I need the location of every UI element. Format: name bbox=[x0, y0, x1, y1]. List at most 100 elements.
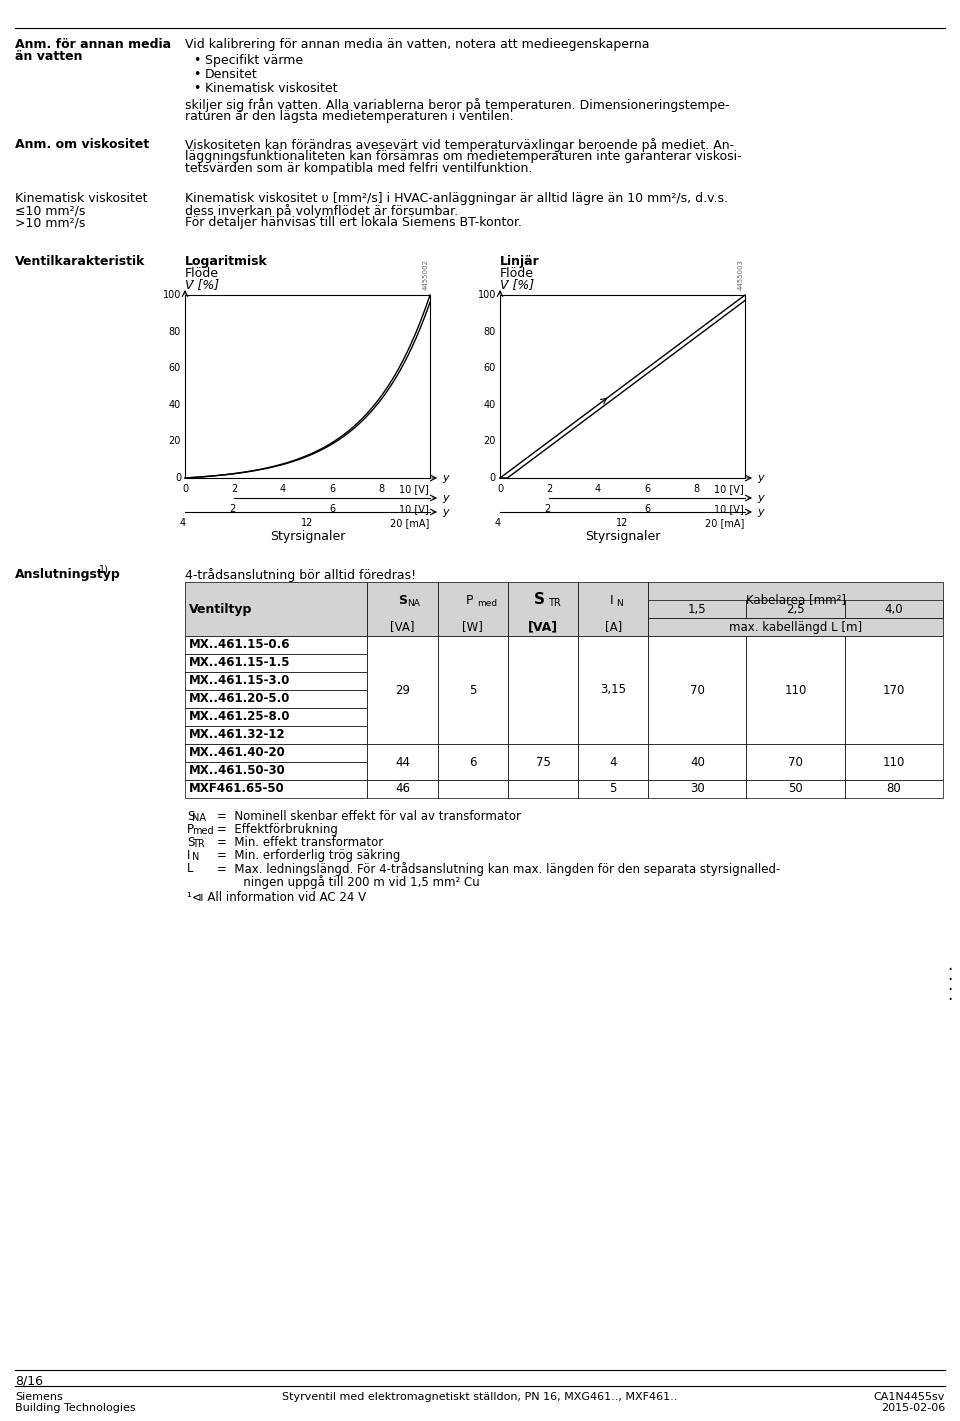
Text: =  Max. ledningslängd. För 4-trådsanslutning kan max. längden för den separata s: = Max. ledningslängd. För 4-trådsanslutn… bbox=[217, 863, 780, 875]
Text: 10 [V]: 10 [V] bbox=[714, 485, 744, 495]
Bar bbox=[747, 600, 845, 618]
Text: 44: 44 bbox=[396, 756, 410, 769]
Text: 40: 40 bbox=[690, 756, 705, 769]
Text: För detaljer hänvisas till ert lokala Siemens BT-kontor.: För detaljer hänvisas till ert lokala Si… bbox=[185, 216, 522, 229]
Bar bbox=[747, 745, 845, 780]
Text: 100: 100 bbox=[478, 290, 496, 300]
Bar bbox=[438, 637, 508, 745]
Text: 40: 40 bbox=[484, 399, 496, 409]
Text: 2,5: 2,5 bbox=[786, 603, 804, 615]
Text: TR: TR bbox=[548, 598, 561, 608]
Text: 3,15: 3,15 bbox=[600, 684, 626, 696]
Text: 60: 60 bbox=[169, 364, 181, 374]
Bar bbox=[185, 583, 368, 637]
Bar bbox=[185, 654, 368, 672]
Text: dess inverkan på volymflödet är försumbar.: dess inverkan på volymflödet är försumba… bbox=[185, 205, 458, 217]
Text: 110: 110 bbox=[882, 756, 905, 769]
Bar bbox=[500, 296, 745, 477]
Text: MX..461.50-30: MX..461.50-30 bbox=[189, 764, 286, 777]
Text: P: P bbox=[187, 823, 194, 836]
Text: [W]: [W] bbox=[463, 621, 483, 634]
Text: 6: 6 bbox=[329, 485, 335, 495]
Text: ·: · bbox=[948, 971, 952, 989]
Text: ≤10 mm²/s: ≤10 mm²/s bbox=[15, 205, 85, 217]
Text: 70: 70 bbox=[788, 756, 804, 769]
Bar bbox=[185, 762, 368, 780]
Text: 5: 5 bbox=[610, 783, 617, 796]
Text: 6: 6 bbox=[644, 485, 650, 495]
Text: •: • bbox=[193, 82, 201, 95]
Bar bbox=[368, 583, 438, 637]
Text: 4: 4 bbox=[180, 519, 186, 529]
Bar bbox=[438, 780, 508, 799]
Text: Specifikt värme: Specifikt värme bbox=[205, 54, 303, 67]
Text: TR: TR bbox=[192, 838, 204, 848]
Text: 6: 6 bbox=[329, 504, 335, 514]
Text: Styrsignaler: Styrsignaler bbox=[270, 530, 346, 543]
Text: Flöde: Flöde bbox=[185, 267, 219, 280]
Text: [VA]: [VA] bbox=[528, 621, 558, 634]
Bar bbox=[185, 296, 430, 477]
Text: V̇ [%]: V̇ [%] bbox=[185, 279, 219, 291]
Text: 10 [V]: 10 [V] bbox=[714, 504, 744, 514]
Bar bbox=[845, 637, 943, 745]
Text: 2: 2 bbox=[228, 504, 235, 514]
Text: 2015-02-06: 2015-02-06 bbox=[880, 1403, 945, 1412]
Text: 4: 4 bbox=[495, 519, 501, 529]
Text: 80: 80 bbox=[484, 327, 496, 337]
Bar bbox=[648, 600, 747, 618]
Text: y: y bbox=[442, 493, 448, 503]
Text: I: I bbox=[610, 594, 612, 607]
Bar bbox=[185, 637, 368, 654]
Text: 29: 29 bbox=[396, 684, 410, 696]
Text: 40: 40 bbox=[169, 399, 181, 409]
Text: 100: 100 bbox=[162, 290, 181, 300]
Text: Linjär: Linjär bbox=[500, 254, 540, 269]
Text: P: P bbox=[466, 594, 473, 607]
Text: 70: 70 bbox=[690, 684, 705, 696]
Text: MX..461.15-1.5: MX..461.15-1.5 bbox=[189, 657, 291, 669]
Bar bbox=[438, 583, 508, 637]
Bar bbox=[845, 745, 943, 780]
Text: 5: 5 bbox=[469, 684, 476, 696]
Text: Anm. för annan media: Anm. för annan media bbox=[15, 38, 171, 51]
Text: N: N bbox=[616, 598, 623, 608]
Bar bbox=[747, 780, 845, 799]
Text: 4: 4 bbox=[610, 756, 617, 769]
Text: Styrventil med elektromagnetiskt ställdon, PN 16, MXG461.., MXF461..: Styrventil med elektromagnetiskt ställdo… bbox=[282, 1393, 678, 1403]
Text: 1,5: 1,5 bbox=[688, 603, 707, 615]
Text: Building Technologies: Building Technologies bbox=[15, 1403, 135, 1412]
Text: [VA]: [VA] bbox=[391, 621, 415, 634]
Text: ningen uppgå till 200 m vid 1,5 mm² Cu: ningen uppgå till 200 m vid 1,5 mm² Cu bbox=[217, 875, 480, 890]
Text: =  Min. effekt transformator: = Min. effekt transformator bbox=[217, 836, 383, 848]
Text: raturen är den lägsta medietemperaturen i ventilen.: raturen är den lägsta medietemperaturen … bbox=[185, 109, 514, 124]
Text: 8: 8 bbox=[693, 485, 699, 495]
Text: Kabelarea [mm²]: Kabelarea [mm²] bbox=[746, 594, 846, 607]
Text: =  Min. erforderlig trög säkring: = Min. erforderlig trög säkring bbox=[217, 848, 400, 863]
Text: än vatten: än vatten bbox=[15, 50, 83, 63]
Text: Styrsignaler: Styrsignaler bbox=[585, 530, 660, 543]
Text: MXF461.65-50: MXF461.65-50 bbox=[189, 783, 285, 796]
Text: 60: 60 bbox=[484, 364, 496, 374]
Text: 80: 80 bbox=[169, 327, 181, 337]
Text: 2: 2 bbox=[230, 485, 237, 495]
Text: •: • bbox=[193, 68, 201, 81]
Text: MX..461.15-3.0: MX..461.15-3.0 bbox=[189, 675, 290, 688]
Text: Ventilkarakteristik: Ventilkarakteristik bbox=[15, 254, 145, 269]
Bar bbox=[185, 726, 368, 745]
Text: 75: 75 bbox=[536, 756, 550, 769]
Text: y: y bbox=[757, 473, 763, 483]
Text: Ventiltyp: Ventiltyp bbox=[189, 603, 252, 615]
Bar bbox=[578, 780, 648, 799]
Text: 4455002: 4455002 bbox=[423, 259, 429, 290]
Text: max. kabellängd L [m]: max. kabellängd L [m] bbox=[729, 621, 862, 634]
Text: 2: 2 bbox=[544, 504, 550, 514]
Bar bbox=[648, 618, 943, 637]
Bar bbox=[648, 637, 747, 745]
Text: 0: 0 bbox=[497, 485, 503, 495]
Bar bbox=[368, 780, 438, 799]
Text: I: I bbox=[187, 848, 190, 863]
Bar bbox=[185, 672, 368, 691]
Text: NA: NA bbox=[408, 598, 420, 608]
Text: 2: 2 bbox=[546, 485, 552, 495]
